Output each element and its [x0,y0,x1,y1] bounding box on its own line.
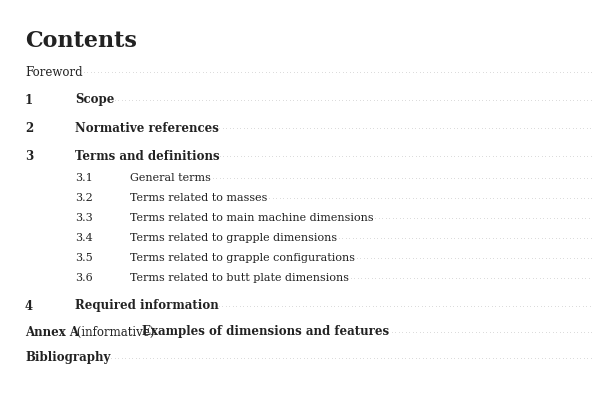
Text: Examples of dimensions and features: Examples of dimensions and features [142,326,389,338]
Text: 3: 3 [25,150,33,162]
Text: 1: 1 [25,94,33,106]
Text: Scope: Scope [75,94,115,106]
Text: 3.2: 3.2 [75,193,93,203]
Text: Contents: Contents [25,30,137,52]
Text: 4: 4 [25,300,33,312]
Text: 3.5: 3.5 [75,253,93,263]
Text: Foreword: Foreword [25,66,83,78]
Text: Terms related to grapple configurations: Terms related to grapple configurations [130,253,355,263]
Text: Normative references: Normative references [75,122,219,134]
Text: Terms related to main machine dimensions: Terms related to main machine dimensions [130,213,374,223]
Text: Terms related to grapple dimensions: Terms related to grapple dimensions [130,233,337,243]
Text: 3.3: 3.3 [75,213,93,223]
Text: Required information: Required information [75,300,219,312]
Text: Terms and definitions: Terms and definitions [75,150,220,162]
Text: Annex A: Annex A [25,326,79,338]
Text: 3.1: 3.1 [75,173,93,183]
Text: 2: 2 [25,122,33,134]
Text: (informative): (informative) [73,326,158,338]
Text: Terms related to masses: Terms related to masses [130,193,268,203]
Text: Terms related to butt plate dimensions: Terms related to butt plate dimensions [130,273,349,283]
Text: 3.4: 3.4 [75,233,93,243]
Text: Bibliography: Bibliography [25,352,110,364]
Text: 3.6: 3.6 [75,273,93,283]
Text: General terms: General terms [130,173,211,183]
